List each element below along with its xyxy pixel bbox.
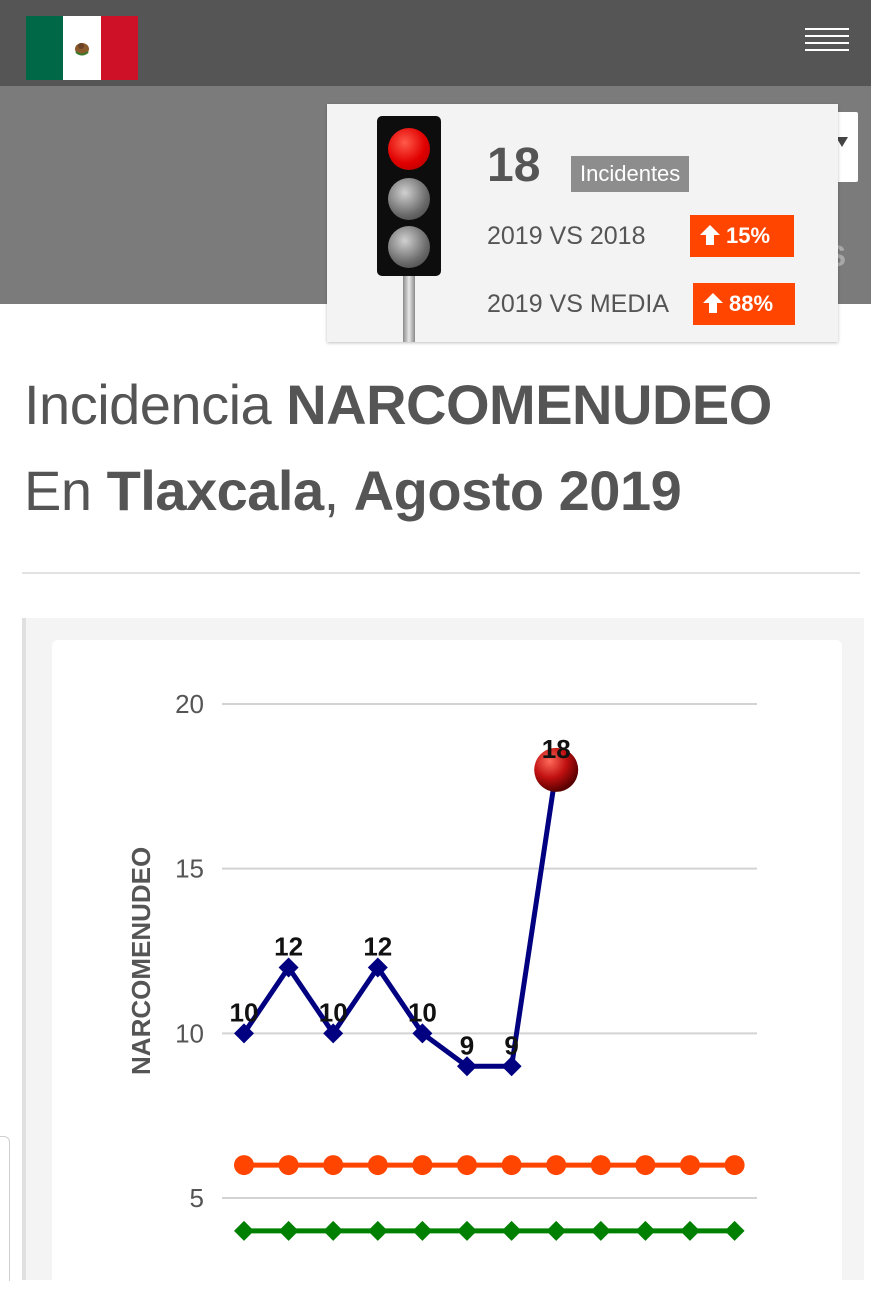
incident-count-label: Incidentes <box>571 156 690 192</box>
y-axis-label: NARCOMENUDEO <box>126 847 156 1075</box>
data-point <box>278 1220 299 1241</box>
traffic-light-red-lamp <box>388 128 430 170</box>
title-separator: , <box>323 459 340 522</box>
data-label: 10 <box>408 997 437 1027</box>
y-tick-label: 15 <box>175 854 204 884</box>
incidence-line-chart: 5 10 15 20 NARCOMENUDEO 10 12 10 12 10 9 9 18 <box>126 689 757 1241</box>
data-point <box>501 1220 522 1241</box>
data-point <box>590 1220 611 1241</box>
data-point <box>457 1155 477 1176</box>
data-label: 10 <box>319 997 348 1027</box>
comparison-label-2018: 2019 VS 2018 <box>487 222 646 250</box>
chevron-down-icon <box>836 137 848 147</box>
data-point <box>412 1155 433 1176</box>
chart-container: 5 10 15 20 NARCOMENUDEO 10 12 10 12 10 9 9 18 <box>22 618 864 1300</box>
page-title: Incidencia NARCOMENUDEO En Tlaxcala, Ago… <box>24 362 854 534</box>
data-point <box>546 1155 567 1176</box>
incident-summary-card: 18 Incidentes 2019 VS 2018 15% 2019 VS M… <box>327 104 838 342</box>
traffic-light-green-lamp <box>388 226 430 268</box>
data-point <box>680 1155 700 1176</box>
data-point <box>635 1220 656 1241</box>
series-line <box>241 769 559 1069</box>
comparison-label-media: 2019 VS MEDIA <box>487 290 670 318</box>
data-point <box>546 1220 567 1241</box>
data-point <box>724 1155 745 1176</box>
data-label: 12 <box>274 931 303 961</box>
data-label: 12 <box>363 931 392 961</box>
coat-of-arms-icon <box>75 43 89 56</box>
chart-card: 5 10 15 20 NARCOMENUDEO 10 12 10 12 10 9 9 18 <box>52 640 842 1300</box>
data-point <box>457 1220 477 1241</box>
data-point <box>234 1023 254 1044</box>
data-label: 9 <box>460 1030 474 1060</box>
data-point <box>367 1155 388 1176</box>
side-panel-edge <box>0 1136 10 1281</box>
data-point <box>367 957 388 978</box>
data-point <box>234 1155 254 1176</box>
title-location-prefix: En <box>24 459 92 522</box>
y-tick-label: 5 <box>190 1183 204 1213</box>
data-point <box>724 1220 745 1241</box>
traffic-light-pole <box>403 276 415 342</box>
traffic-light-icon <box>377 116 441 276</box>
mexico-flag-icon[interactable] <box>26 16 138 80</box>
comparison-badge-media: 88% <box>693 283 795 325</box>
top-navbar <box>0 0 871 86</box>
title-crime-type: NARCOMENUDEO <box>286 373 772 436</box>
section-divider <box>22 572 860 574</box>
data-label: 10 <box>230 997 259 1027</box>
data-point <box>278 1155 299 1176</box>
data-point <box>457 1056 477 1077</box>
data-point <box>412 1220 433 1241</box>
y-tick-label: 10 <box>175 1018 204 1048</box>
y-tick-label: 20 <box>175 689 204 719</box>
data-label: 18 <box>542 734 571 764</box>
data-point <box>323 1220 344 1241</box>
data-point <box>323 1023 344 1044</box>
data-point <box>367 1220 388 1241</box>
data-point <box>635 1155 656 1176</box>
data-point <box>680 1220 700 1241</box>
highlight-point <box>534 747 579 792</box>
traffic-light-yellow-lamp <box>388 178 430 220</box>
data-point <box>234 1220 254 1241</box>
title-period: Agosto 2019 <box>353 459 682 522</box>
incident-count: 18 <box>487 139 541 192</box>
hamburger-menu-icon[interactable] <box>805 28 849 56</box>
comparison-change-media: 88% <box>729 291 774 316</box>
title-prefix: Incidencia <box>24 373 272 436</box>
data-point <box>412 1023 433 1044</box>
data-point <box>278 957 299 978</box>
data-point <box>501 1056 522 1077</box>
arrow-up-icon <box>700 225 720 246</box>
data-point <box>590 1155 611 1176</box>
comparison-badge-2018: 15% <box>690 215 794 257</box>
title-location: Tlaxcala <box>106 459 325 522</box>
data-point <box>501 1155 522 1176</box>
arrow-up-icon <box>703 293 723 314</box>
comparison-change-2018: 15% <box>726 223 771 248</box>
data-label: 9 <box>504 1030 518 1060</box>
data-point <box>323 1155 344 1176</box>
